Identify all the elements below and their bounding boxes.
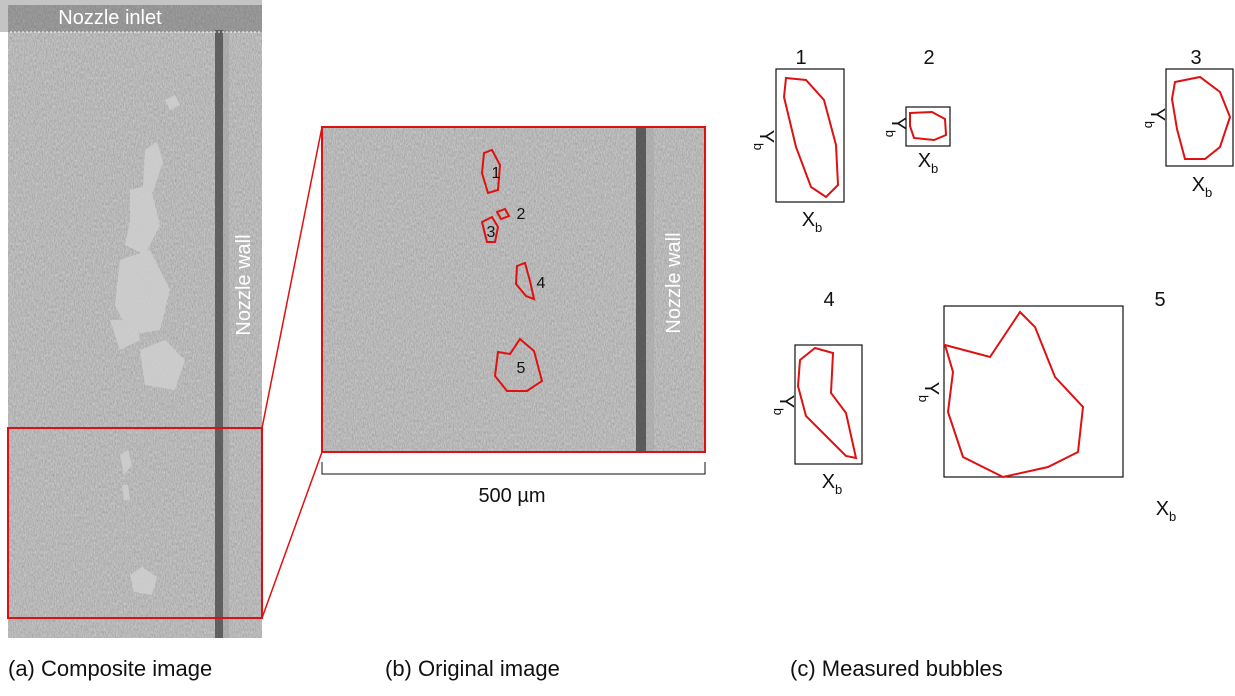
bubble-outline	[784, 78, 838, 197]
x-label: Xb	[1156, 498, 1177, 524]
y-label: Yb	[1142, 108, 1168, 129]
x-label-sub: b	[1169, 509, 1176, 524]
y-label-main: Y	[755, 130, 777, 143]
bubble-label: 5	[517, 360, 526, 377]
bubble-number: 5	[1154, 289, 1165, 311]
x-label-sub: b	[815, 220, 822, 235]
x-label-main: X	[1192, 174, 1205, 196]
bubble-outline	[1172, 77, 1230, 159]
y-label-sub: b	[1142, 121, 1157, 128]
caption: (c) Measured bubbles	[790, 656, 1003, 681]
bubble-number: 3	[1190, 47, 1201, 69]
caption: (a) Composite image	[8, 656, 212, 681]
bubble-box	[944, 306, 1123, 477]
x-label: Xb	[822, 471, 843, 497]
scale-bar	[322, 462, 705, 474]
x-label-main: X	[1156, 498, 1169, 520]
y-label-sub: b	[771, 408, 786, 415]
x-label-sub: b	[931, 161, 938, 176]
bubble-box	[795, 345, 862, 464]
y-label-main: Y	[1146, 108, 1168, 121]
bubble-outline	[945, 312, 1083, 477]
wall-shadow	[636, 127, 646, 452]
x-label-sub: b	[835, 482, 842, 497]
bubble-outline	[798, 348, 856, 458]
wall-label: Nozzle wall	[233, 234, 255, 335]
zoom-line	[262, 127, 322, 428]
y-label-sub: b	[751, 143, 766, 150]
figure: Nozzle inlet Nozzle wall 1 2 3 4 5 Nozzl…	[0, 0, 1235, 691]
scale-label: 500 µm	[478, 485, 545, 507]
x-label-main: X	[822, 471, 835, 493]
x-label-sub: b	[1205, 185, 1212, 200]
wall-label: Nozzle wall	[663, 232, 685, 333]
bubble-number: 2	[923, 47, 934, 69]
bubble-label: 1	[492, 165, 501, 182]
panel-b: 1 2 3 4 5 Nozzle wall 500 µm	[322, 127, 705, 507]
wall-shadow	[215, 30, 223, 638]
y-label-main: Y	[920, 382, 942, 395]
bubble-label: 3	[487, 224, 496, 241]
wall-edge	[223, 30, 229, 638]
panel-c	[776, 69, 1233, 477]
y-label: Yb	[883, 117, 909, 138]
x-label: Xb	[1192, 174, 1213, 200]
bubble-label: 4	[537, 275, 546, 292]
y-label-sub: b	[883, 130, 898, 137]
bubble-number: 4	[823, 289, 834, 311]
inlet-label: Nozzle inlet	[58, 7, 162, 29]
caption: (b) Original image	[385, 656, 560, 681]
y-label-sub: b	[916, 395, 931, 402]
x-label: Xb	[802, 209, 823, 235]
zoom-line	[262, 452, 322, 618]
x-label-main: X	[802, 209, 815, 231]
y-label: Yb	[916, 382, 942, 403]
panel-a: Nozzle inlet Nozzle wall	[0, 0, 262, 638]
bubble-outline	[910, 112, 946, 140]
x-label-main: X	[918, 150, 931, 172]
y-label: Yb	[751, 130, 777, 151]
bubble-label: 2	[517, 206, 526, 223]
y-label: Yb	[771, 395, 797, 416]
bubble-number: 1	[795, 47, 806, 69]
wall-edge	[646, 127, 654, 452]
x-label: Xb	[918, 150, 939, 176]
y-label-main: Y	[775, 395, 797, 408]
y-label-main: Y	[887, 117, 909, 130]
